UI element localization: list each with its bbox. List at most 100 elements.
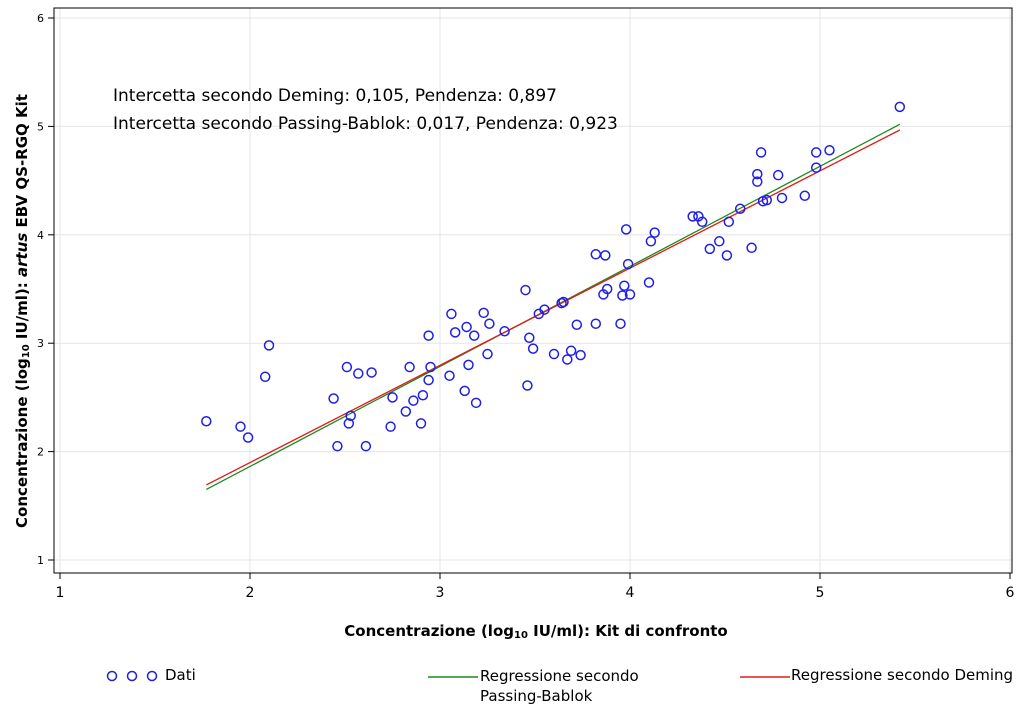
- regression-lines: [205, 123, 901, 491]
- data-point: [425, 361, 436, 373]
- x-axis-label-prefix: Concentrazione (log: [344, 622, 514, 640]
- data-point: [704, 243, 716, 255]
- x-axis-label-sub: 10: [513, 630, 528, 641]
- data-point: [404, 361, 415, 373]
- data-point: [470, 397, 482, 409]
- data-point: [548, 348, 560, 360]
- x-axis-label-suffix: IU/ml): Kit di confronto: [527, 622, 728, 640]
- legend-symbols: [106, 670, 790, 682]
- data-point: [482, 348, 493, 360]
- y-axis-label-suffix: IU/ml):: [13, 277, 31, 345]
- data-point: [799, 190, 811, 202]
- data-point: [746, 242, 757, 254]
- data-point: [752, 176, 763, 187]
- x-tick-label: 4: [626, 585, 635, 601]
- x-tick-label: 3: [436, 585, 445, 601]
- y-tick-label: 2: [37, 446, 44, 459]
- data-point: [423, 330, 434, 341]
- data-point: [385, 421, 396, 432]
- data-point: [446, 308, 457, 320]
- legend-symbol-dati: [146, 670, 158, 682]
- y-tick-label: 5: [37, 120, 44, 133]
- data-point: [723, 216, 735, 228]
- data-point: [524, 332, 535, 344]
- data-point: [341, 361, 353, 373]
- data-point: [527, 343, 539, 354]
- data-point: [400, 406, 412, 417]
- data-point: [468, 330, 480, 341]
- data-point: [463, 359, 474, 371]
- data-point: [201, 415, 212, 427]
- x-tick-label: 5: [816, 585, 825, 601]
- data-point: [345, 410, 356, 422]
- data-point: [565, 345, 577, 357]
- data-point: [360, 440, 372, 452]
- legend-label-dati: Dati: [165, 666, 196, 684]
- data-point: [520, 284, 531, 296]
- data-point: [387, 392, 398, 403]
- data-point: [824, 144, 835, 156]
- data-point: [353, 368, 364, 379]
- deming-line: [206, 129, 901, 486]
- data-point: [619, 280, 630, 291]
- data-point: [617, 290, 628, 301]
- data-point: [590, 318, 602, 329]
- data-point: [332, 440, 343, 452]
- data-point: [649, 227, 660, 238]
- data-point: [620, 224, 632, 235]
- y-tick-label: 4: [37, 229, 44, 242]
- legend-label-passing-bablok: Regressione secondo Passing-Bablok: [480, 666, 690, 706]
- data-point: [571, 319, 583, 331]
- data-point: [615, 318, 626, 329]
- data-point: [755, 147, 767, 158]
- data-point: [366, 367, 377, 378]
- axis-ticks: 1 2 3 4 5 6 1 2 3 4 5 6: [37, 12, 1015, 601]
- data-point: [714, 236, 725, 247]
- legend-symbol-dati: [106, 670, 118, 682]
- data-point: [721, 250, 733, 261]
- passing-bablok-annotation: Intercetta secondo Passing-Bablok: 0,017…: [113, 114, 618, 134]
- x-axis-label: Concentrazione (log10 IU/ml): Kit di con…: [344, 622, 728, 641]
- data-point: [478, 307, 489, 319]
- data-point: [894, 101, 906, 113]
- y-tick-label: 3: [37, 337, 44, 350]
- data-point: [499, 326, 510, 337]
- data-point: [461, 321, 472, 333]
- legend-label-passing-bablok-line1: Regressione secondo: [480, 667, 639, 685]
- legend-label-deming: Regressione secondo Deming: [791, 666, 1014, 684]
- data-point: [590, 249, 602, 260]
- y-axis-label-suffix2: EBV QS-RGQ Kit: [13, 94, 31, 233]
- data-point: [444, 370, 455, 381]
- data-point: [810, 147, 822, 158]
- x-tick-label: 2: [246, 585, 255, 601]
- x-tick-label: 6: [1006, 585, 1015, 601]
- data-point: [408, 395, 419, 406]
- y-axis-label-prefix: Concentrazione (log: [13, 358, 31, 528]
- data-point: [601, 283, 613, 295]
- data-points: [201, 101, 906, 452]
- data-point: [734, 203, 746, 215]
- data-point: [423, 374, 434, 386]
- data-point: [328, 393, 339, 404]
- data-point: [600, 250, 611, 261]
- data-point: [484, 318, 495, 329]
- data-point: [772, 169, 784, 181]
- data-point: [522, 380, 533, 391]
- grid: [54, 8, 1012, 573]
- data-point: [810, 162, 822, 173]
- data-point: [645, 236, 657, 247]
- plot-frame: [53, 7, 1013, 574]
- data-point: [558, 296, 569, 308]
- y-tick-label: 1: [37, 554, 44, 567]
- data-point: [624, 289, 636, 300]
- data-point: [752, 168, 763, 180]
- data-point: [556, 297, 567, 309]
- data-point: [622, 258, 634, 270]
- data-point: [539, 304, 550, 315]
- data-point: [235, 421, 246, 432]
- data-point: [415, 418, 427, 429]
- data-point: [562, 354, 573, 365]
- y-axis-label-sub: 10: [21, 344, 32, 359]
- data-point: [575, 349, 586, 361]
